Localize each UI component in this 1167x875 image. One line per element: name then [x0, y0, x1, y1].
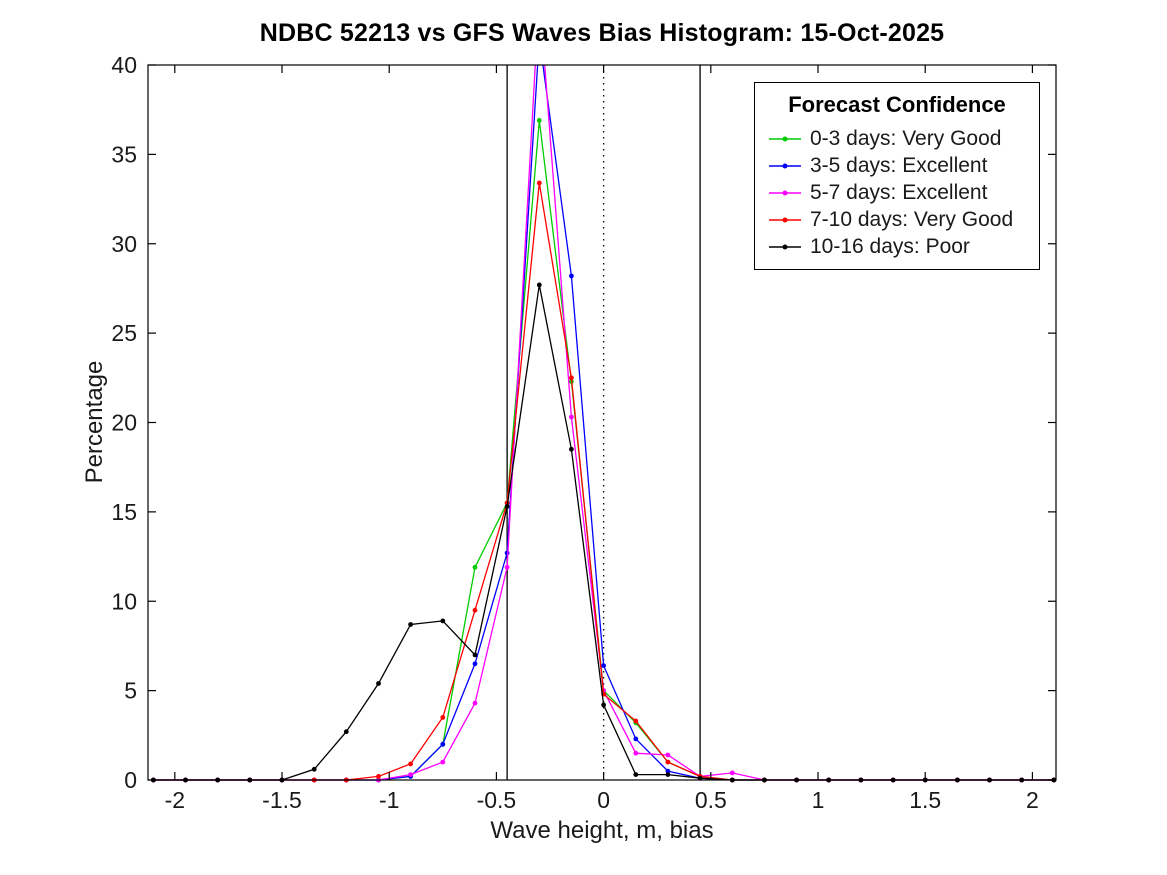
legend-entries: 0-3 days: Very Good 3-5 days: Excellent 5-… [755, 125, 1039, 260]
series-marker [472, 564, 478, 570]
legend-label: 0-3 days: Very Good [810, 126, 1002, 150]
x-tick-label: -1.5 [262, 787, 302, 813]
legend-label: 3-5 days: Excellent [810, 153, 988, 177]
series-marker [472, 700, 478, 706]
legend-label: 7-10 days: Very Good [810, 207, 1014, 231]
series-marker [569, 375, 574, 381]
y-tick-label: 5 [124, 678, 137, 704]
x-axis-label: Wave height, m, bias [490, 817, 714, 844]
series-marker [601, 702, 606, 708]
legend: Forecast Confidence 0-3 days: Very Good 3… [754, 82, 1040, 270]
series-marker [697, 775, 703, 781]
series-marker [569, 273, 574, 279]
series-marker [633, 772, 639, 777]
x-tick-label: 2 [1026, 787, 1039, 813]
x-tick-label: 0 [597, 787, 610, 813]
series-marker [536, 118, 542, 123]
series-marker [472, 661, 478, 667]
legend-entry: 10-16 days: Poor [755, 233, 1039, 260]
legend-title: Forecast Confidence [788, 92, 1006, 117]
legend-entry: 5-7 days: Excellent [755, 179, 1039, 206]
x-tick-label: -1 [379, 787, 399, 813]
series-marker [665, 752, 671, 758]
series-marker [536, 180, 542, 186]
series-marker [536, 282, 542, 288]
series-marker [343, 729, 349, 735]
series-marker [729, 770, 735, 776]
series-marker [504, 550, 510, 556]
x-tick-label: 0.5 [695, 787, 727, 813]
series-marker [504, 504, 510, 509]
series-marker [376, 681, 381, 686]
y-tick-label: 0 [124, 767, 137, 793]
series-marker [440, 618, 446, 624]
series-marker [440, 759, 446, 765]
x-tick-label: 1 [812, 787, 825, 813]
legend-swatch-icon [769, 217, 801, 222]
y-tick-label: 25 [111, 320, 137, 346]
series-marker [633, 736, 639, 742]
series-marker [440, 741, 446, 747]
series-marker [633, 750, 639, 756]
series-marker [504, 564, 510, 570]
legend-label: 5-7 days: Excellent [810, 180, 988, 204]
series-marker [569, 414, 574, 420]
legend-swatch-icon [769, 190, 801, 195]
series-marker [311, 766, 317, 772]
legend-swatch-icon [769, 163, 801, 168]
legend-label: 10-16 days: Poor [810, 234, 970, 258]
series-marker [440, 715, 446, 720]
series-marker [408, 772, 413, 777]
y-tick-label: 20 [111, 410, 137, 436]
y-tick-label: 10 [111, 588, 137, 614]
x-tick-label: 1.5 [909, 787, 941, 813]
series-marker [601, 663, 606, 668]
series-marker [633, 718, 639, 724]
y-tick-label: 30 [111, 231, 137, 257]
series-marker [665, 772, 671, 777]
series-marker [569, 446, 574, 452]
series-line-3 [153, 182, 1054, 781]
series-marker [537, 36, 542, 41]
y-tick-label: 35 [111, 141, 137, 167]
legend-entry: 0-3 days: Very Good [755, 125, 1039, 152]
legend-entry: 7-10 days: Very Good [755, 206, 1039, 233]
series-marker [408, 761, 413, 767]
series-marker [472, 652, 478, 658]
legend-entry: 3-5 days: Excellent [755, 152, 1039, 179]
x-tick-label: -0.5 [477, 787, 517, 813]
y-tick-label: 40 [111, 52, 137, 78]
y-tick-label: 15 [111, 499, 137, 525]
series-marker [472, 607, 478, 613]
legend-swatch-icon [769, 244, 801, 249]
series-marker [376, 774, 381, 779]
series-marker [665, 759, 671, 765]
series-marker [665, 768, 671, 774]
chart-title: NDBC 52213 vs GFS Waves Bias Histogram: … [259, 19, 945, 47]
series-marker [408, 622, 413, 627]
legend-swatch-icon [769, 136, 801, 141]
x-tick-label: -2 [165, 787, 185, 813]
